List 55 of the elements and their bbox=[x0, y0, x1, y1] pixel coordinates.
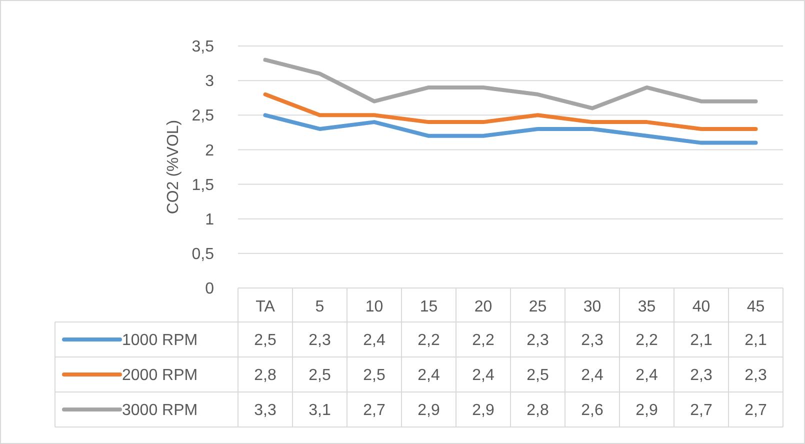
y-tick-label: 0 bbox=[205, 280, 214, 298]
x-tick-label: 20 bbox=[474, 298, 492, 316]
data-label: 2,4 bbox=[363, 332, 386, 350]
x-tick-label: 10 bbox=[365, 298, 384, 316]
data-label: 2,5 bbox=[363, 367, 386, 384]
data-label: 2,5 bbox=[526, 367, 549, 384]
data-label: 2,3 bbox=[581, 332, 604, 350]
data-label: 2,4 bbox=[418, 367, 440, 384]
data-label: 2,8 bbox=[254, 367, 276, 384]
data-label: 2,3 bbox=[526, 332, 549, 350]
data-label: 2,4 bbox=[472, 367, 494, 384]
x-tick-label: 25 bbox=[528, 298, 547, 316]
x-tick-label: 45 bbox=[746, 298, 765, 316]
y-tick-label: 0,5 bbox=[192, 246, 214, 264]
data-label: 2,2 bbox=[418, 332, 440, 350]
y-tick-label: 3,5 bbox=[192, 38, 214, 56]
data-label: 2,6 bbox=[581, 402, 604, 420]
x-tick-label: TA bbox=[256, 298, 276, 316]
legend-label: 1000 RPM bbox=[122, 332, 198, 350]
data-label: 3,1 bbox=[308, 402, 331, 420]
data-label: 2,9 bbox=[472, 402, 494, 420]
data-label: 2,2 bbox=[636, 332, 658, 350]
x-tick-label: 35 bbox=[638, 298, 656, 316]
data-label: 2,9 bbox=[418, 402, 440, 420]
data-label: 2,7 bbox=[363, 402, 386, 420]
data-label: 3,3 bbox=[254, 402, 276, 420]
data-label: 2,3 bbox=[744, 367, 767, 384]
legend-label: 2000 RPM bbox=[122, 367, 198, 384]
legend-label: 3000 RPM bbox=[122, 402, 198, 420]
data-label: 2,1 bbox=[690, 332, 712, 350]
data-label: 2,2 bbox=[472, 332, 494, 350]
y-tick-label: 2,5 bbox=[192, 108, 214, 125]
x-tick-label: 40 bbox=[692, 298, 710, 316]
data-label: 2,5 bbox=[308, 367, 331, 384]
x-tick-label: 15 bbox=[420, 298, 438, 316]
data-label: 2,7 bbox=[690, 402, 712, 420]
y-tick-label: 1 bbox=[205, 211, 214, 228]
data-label: 2,1 bbox=[744, 332, 767, 350]
y-tick-label: 2 bbox=[205, 142, 214, 160]
line-series bbox=[263, 92, 758, 131]
x-tick-label: 30 bbox=[583, 298, 602, 316]
data-label: 2,4 bbox=[636, 367, 658, 384]
data-label: 2,5 bbox=[254, 332, 276, 350]
x-tick-label: 5 bbox=[315, 298, 324, 316]
data-label: 2,3 bbox=[308, 332, 331, 350]
data-label: 2,4 bbox=[581, 367, 604, 384]
data-label: 2,7 bbox=[744, 402, 767, 420]
line-series bbox=[263, 58, 758, 110]
y-axis-title: CO2 (%VOL) bbox=[165, 120, 182, 214]
y-tick-label: 3 bbox=[205, 73, 214, 90]
data-label: 2,8 bbox=[526, 402, 549, 420]
data-label: 2,9 bbox=[636, 402, 658, 420]
data-label: 2,3 bbox=[690, 367, 712, 384]
y-tick-label: 1,5 bbox=[192, 176, 214, 194]
line-series bbox=[263, 113, 758, 145]
